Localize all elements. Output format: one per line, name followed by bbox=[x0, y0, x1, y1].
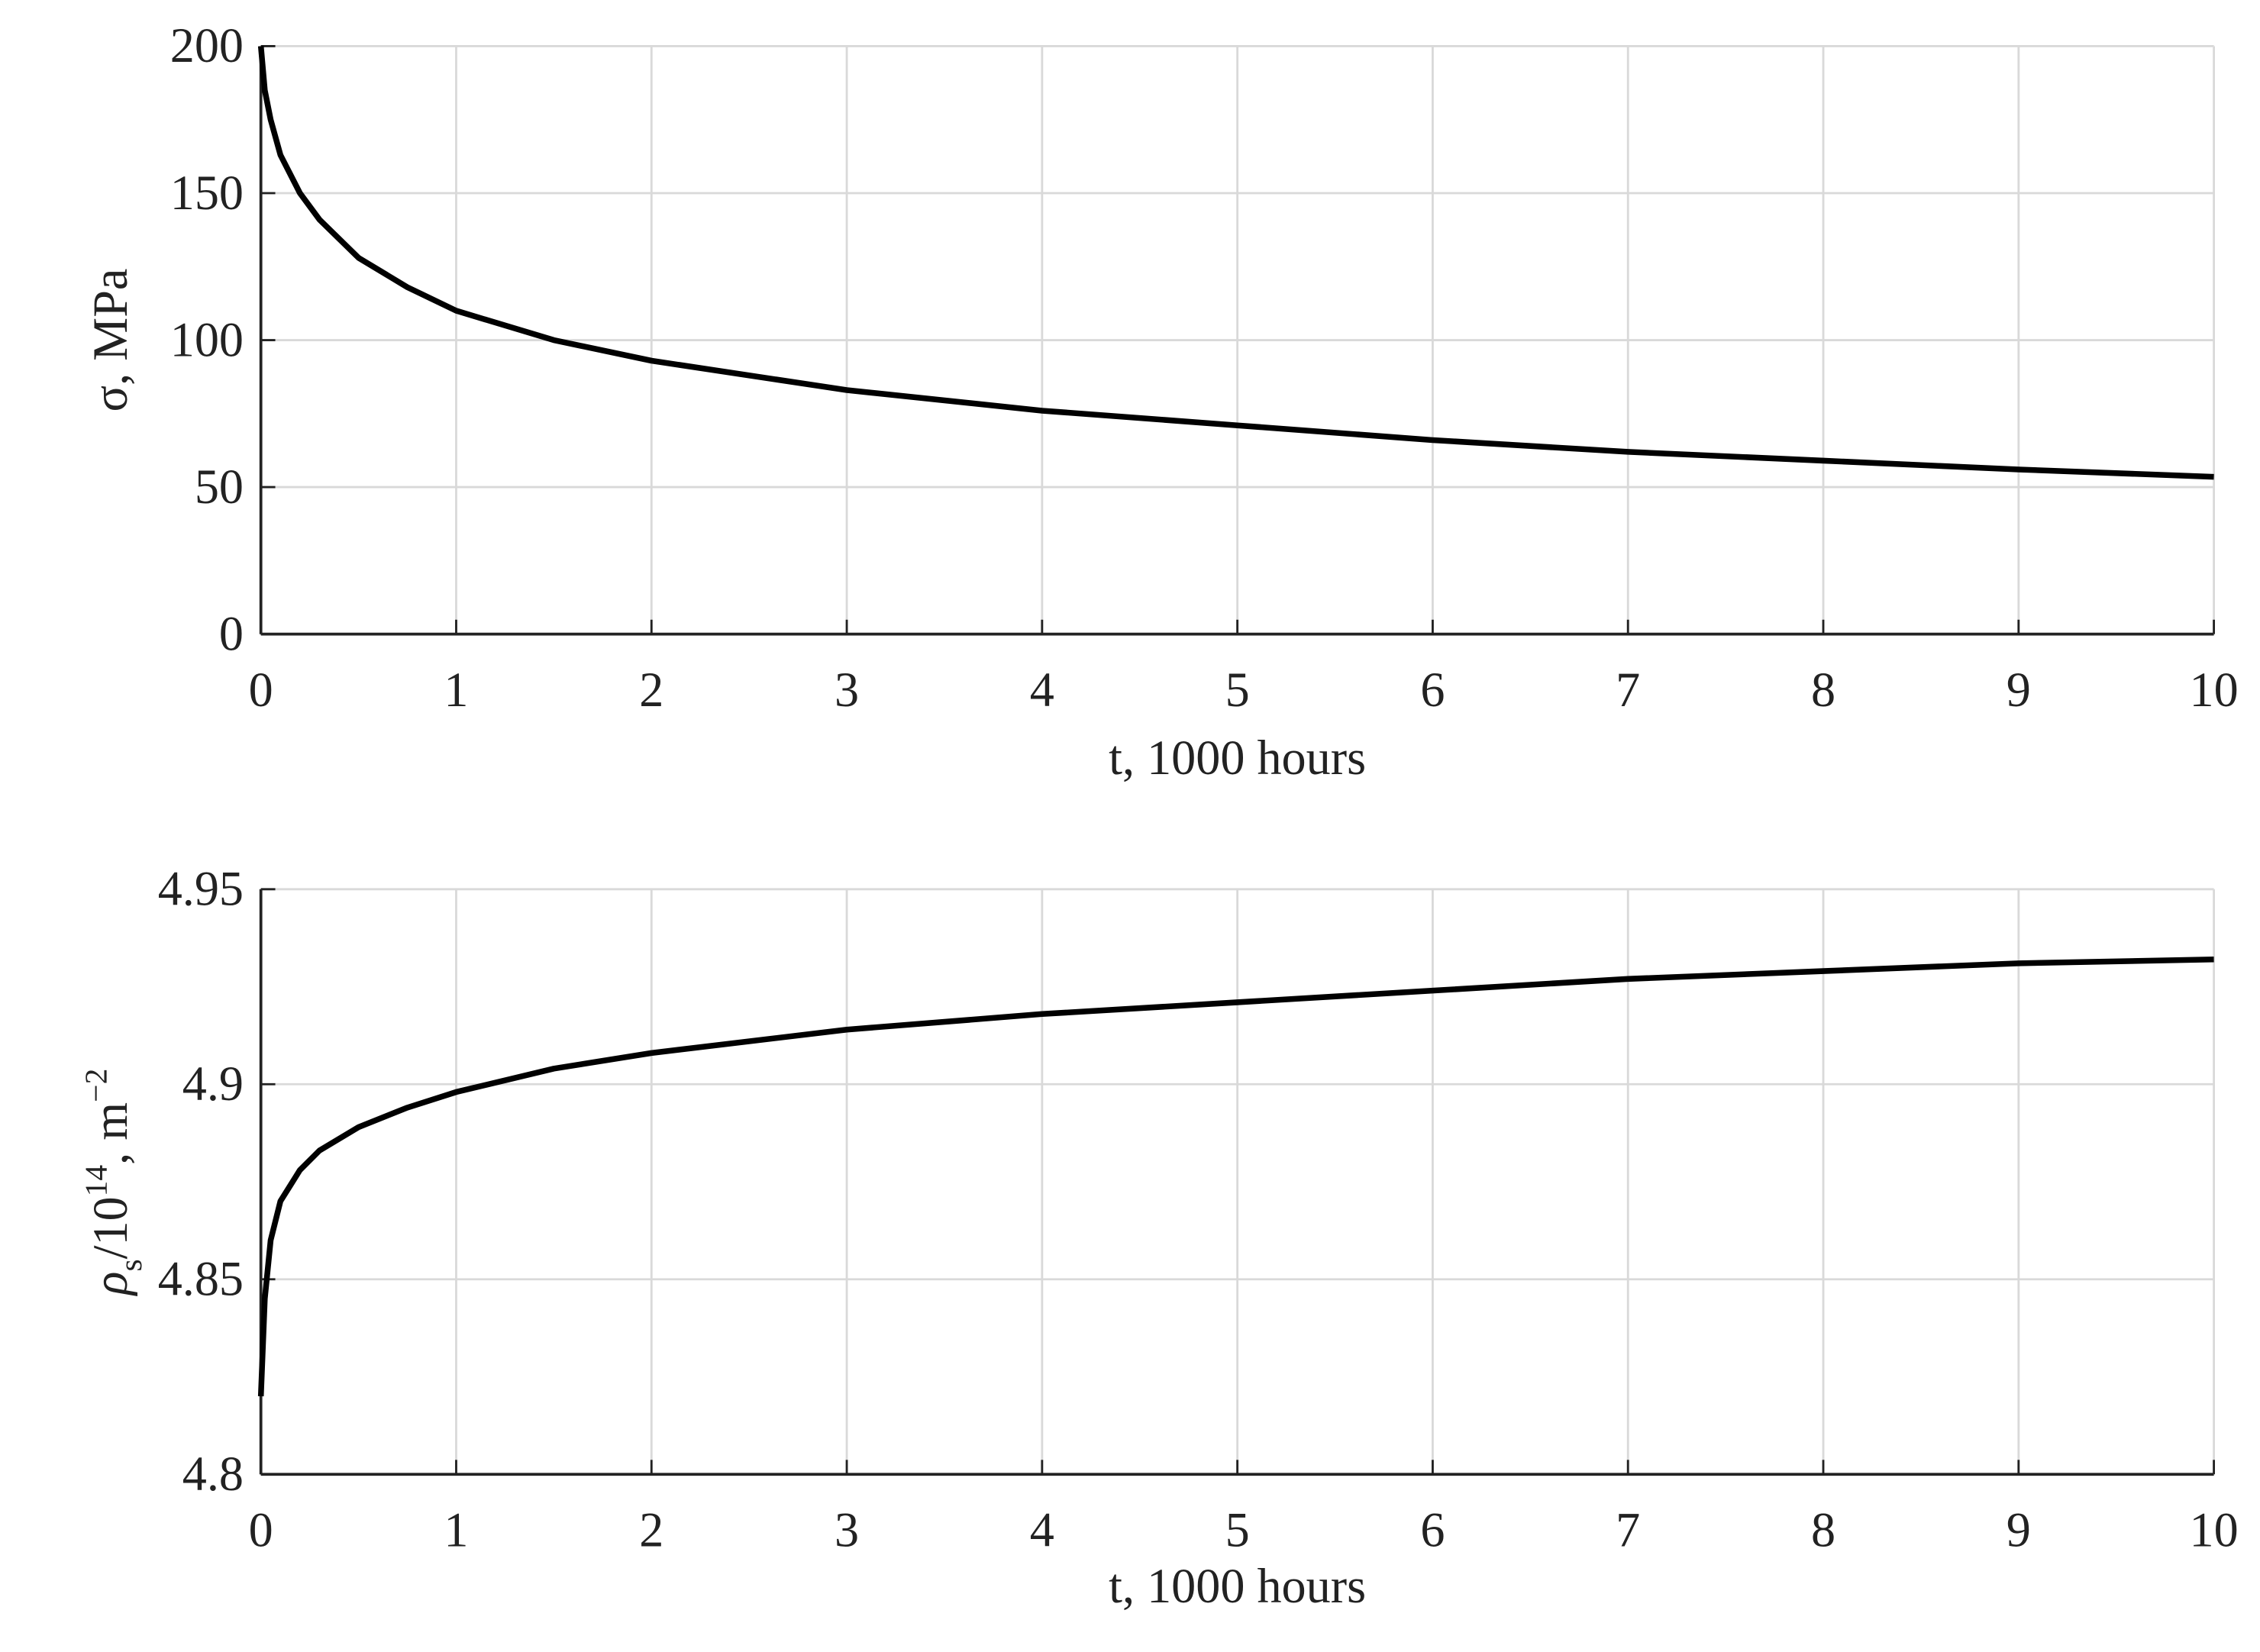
x-tick-label: 2 bbox=[639, 663, 663, 717]
x-tick-label: 2 bbox=[639, 1503, 663, 1557]
y-axis-label: σ, MPa bbox=[83, 269, 137, 412]
y-tick-label: 4.85 bbox=[158, 1251, 244, 1305]
x-tick-label: 5 bbox=[1225, 663, 1250, 717]
y-tick-label: 4.8 bbox=[182, 1447, 244, 1501]
data-line bbox=[257, 46, 2214, 480]
label-exponent: 14 bbox=[79, 1165, 114, 1197]
x-tick-label: 9 bbox=[2007, 1503, 2031, 1557]
x-tick-label: 1 bbox=[444, 1503, 468, 1557]
y-tick-label: 50 bbox=[195, 460, 244, 514]
label-text: /10 bbox=[83, 1196, 137, 1259]
y-tick-label: 0 bbox=[219, 606, 244, 660]
x-tick-label: 4 bbox=[1030, 663, 1054, 717]
x-tick-label: 8 bbox=[1811, 1503, 1835, 1557]
x-axis-label: t, 1000 hours bbox=[1109, 1559, 1366, 1613]
x-tick-label: 5 bbox=[1225, 1503, 1250, 1557]
x-tick-label: 10 bbox=[2190, 663, 2239, 717]
label-unit-exponent: −2 bbox=[79, 1069, 114, 1102]
x-tick-label: 0 bbox=[249, 663, 273, 717]
label-subscript: s bbox=[113, 1259, 148, 1271]
y-axis-label: ρs/1014, m−2 bbox=[79, 1069, 148, 1297]
x-tick-label: 3 bbox=[835, 1503, 859, 1557]
y-tick-label: 4.9 bbox=[182, 1057, 244, 1111]
x-tick-label: 9 bbox=[2007, 663, 2031, 717]
x-tick-label: 4 bbox=[1030, 1503, 1054, 1557]
data-line bbox=[257, 956, 2214, 1397]
x-tick-label: 7 bbox=[1616, 663, 1640, 717]
x-tick-label: 7 bbox=[1616, 1503, 1640, 1557]
x-tick-label: 8 bbox=[1811, 663, 1835, 717]
x-tick-label: 3 bbox=[835, 663, 859, 717]
y-tick-label: 100 bbox=[170, 312, 244, 366]
y-tick-label: 200 bbox=[170, 18, 244, 73]
x-tick-label: 10 bbox=[2190, 1503, 2239, 1557]
y-tick-label: 150 bbox=[170, 166, 244, 220]
x-axis-label: t, 1000 hours bbox=[1109, 731, 1366, 785]
x-tick-label: 0 bbox=[249, 1503, 273, 1557]
x-tick-label: 1 bbox=[444, 663, 468, 717]
x-tick-label: 6 bbox=[1420, 1503, 1445, 1557]
label-unit: , m bbox=[83, 1102, 137, 1165]
label-symbol: ρ bbox=[83, 1272, 137, 1297]
x-tick-label: 6 bbox=[1420, 663, 1445, 717]
y-tick-label: 4.95 bbox=[158, 862, 244, 916]
